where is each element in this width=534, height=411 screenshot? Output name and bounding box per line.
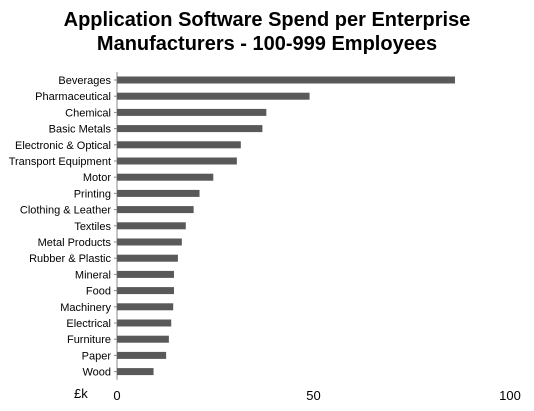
bar-furniture xyxy=(117,335,169,343)
bar-motor xyxy=(117,173,214,181)
category-label-basic-metals: Basic Metals xyxy=(49,124,112,136)
bar-machinery xyxy=(117,303,174,311)
category-label-machinery: Machinery xyxy=(60,302,111,314)
category-label-clothing-leather: Clothing & Leather xyxy=(20,205,111,217)
category-label-transport-equipment: Transport Equipment xyxy=(9,156,111,168)
bar-wood xyxy=(117,368,154,376)
category-label-rubber-plastic: Rubber & Plastic xyxy=(29,253,111,265)
bar-paper xyxy=(117,351,167,359)
x-axis-unit-label: £k xyxy=(74,386,88,401)
bar-rubber-plastic xyxy=(117,254,178,262)
bar-basic-metals xyxy=(117,125,263,133)
bar-mineral xyxy=(117,270,174,278)
category-label-wood: Wood xyxy=(82,367,111,379)
category-label-motor: Motor xyxy=(83,172,111,184)
chart-title: Application Software Spend per Enterpris… xyxy=(0,8,534,56)
category-label-beverages: Beverages xyxy=(58,75,111,87)
category-label-metal-products: Metal Products xyxy=(38,237,112,249)
bar-pharmaceutical xyxy=(117,92,310,100)
bar-food xyxy=(117,287,174,295)
bar-electrical xyxy=(117,319,172,327)
bar-metal-products xyxy=(117,238,182,246)
category-label-electronic-optical: Electronic & Optical xyxy=(15,140,111,152)
chart-title-line-2: Manufacturers - 100-999 Employees xyxy=(96,33,438,55)
chart-title-line-1: Application Software Spend per Enterpris… xyxy=(63,9,471,31)
bar-textiles xyxy=(117,222,186,230)
bar-printing xyxy=(117,189,200,197)
bar-electronic-optical xyxy=(117,141,241,149)
x-tick-label-0: 0 xyxy=(113,388,120,403)
category-label-chemical: Chemical xyxy=(65,107,111,119)
bar-beverages xyxy=(117,76,455,84)
category-label-electrical: Electrical xyxy=(66,318,111,330)
category-label-textiles: Textiles xyxy=(74,221,111,233)
category-label-food: Food xyxy=(86,286,111,298)
category-label-printing: Printing xyxy=(74,188,111,200)
bar-chemical xyxy=(117,108,267,116)
x-tick-label-50: 50 xyxy=(306,388,320,403)
bar-transport-equipment xyxy=(117,157,237,165)
category-label-paper: Paper xyxy=(82,350,112,362)
bar-clothing-leather xyxy=(117,206,194,214)
category-label-pharmaceutical: Pharmaceutical xyxy=(35,91,111,103)
category-label-furniture: Furniture xyxy=(67,334,111,346)
category-label-mineral: Mineral xyxy=(75,269,111,281)
x-tick-label-100: 100 xyxy=(499,388,521,403)
